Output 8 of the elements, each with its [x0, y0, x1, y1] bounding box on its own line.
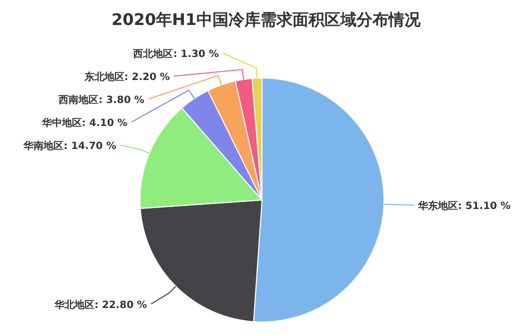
slice-label: 华东地区: 51.10 %	[416, 200, 511, 212]
slice-label: 华中地区: 4.10 %	[40, 117, 128, 130]
slice-label: 华北地区: 22.80 %	[53, 298, 148, 311]
slice-label: 华南地区: 14.70 %	[22, 140, 116, 152]
slice-label: 东北地区: 2.20 %	[83, 71, 170, 84]
chart-title: 2020年H1中国冷库需求面积区域分布情况	[111, 10, 422, 29]
slice-label: 西南地区: 3.80 %	[58, 94, 144, 106]
slice-label: 西北地区: 1.30 %	[132, 48, 219, 60]
